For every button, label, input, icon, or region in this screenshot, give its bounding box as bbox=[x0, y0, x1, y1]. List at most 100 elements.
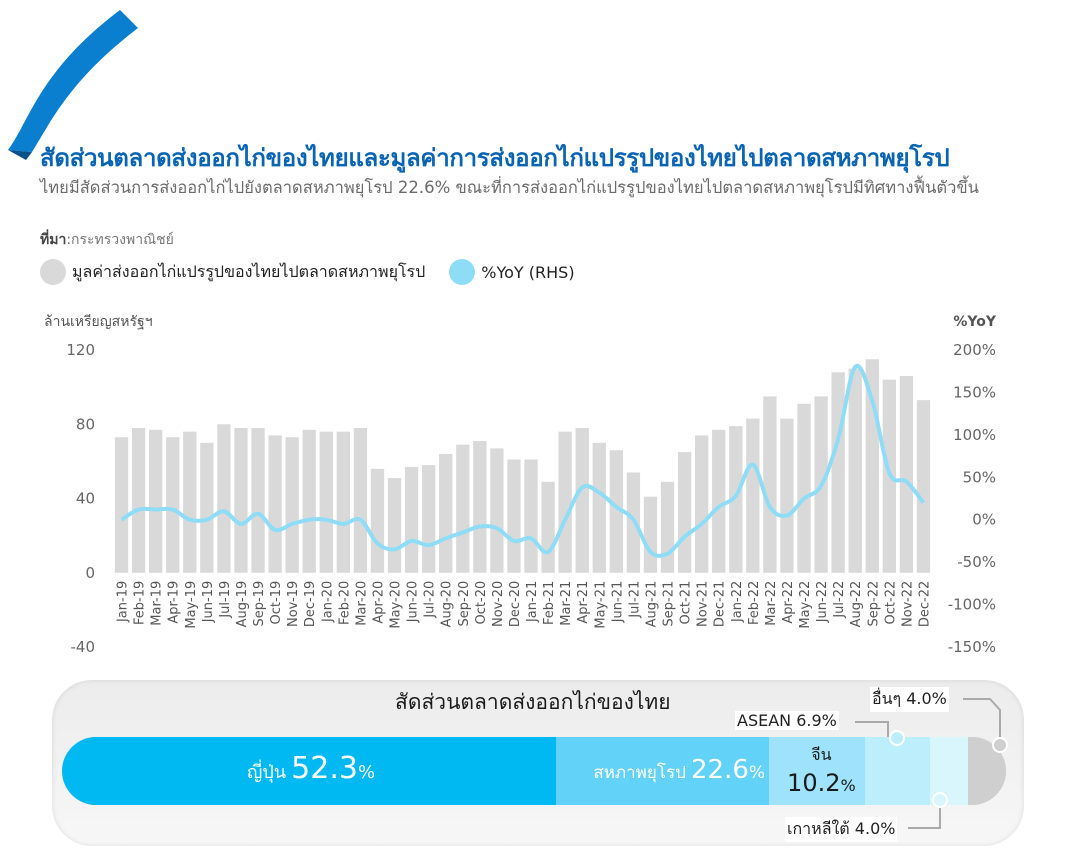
share-segment-label-0: ญี่ปุ่น 52.3% bbox=[247, 751, 375, 786]
bar-Jan-20 bbox=[319, 431, 333, 573]
callout-other-name: อื่นๆ bbox=[872, 689, 902, 708]
leader-dot-asean bbox=[889, 730, 905, 746]
bar-Aug-22 bbox=[848, 368, 862, 573]
x-tick-label: Aug-20 bbox=[440, 581, 455, 628]
share-segment-pct: % bbox=[357, 762, 376, 783]
x-tick-label: Oct-21 bbox=[679, 581, 694, 625]
figure-badge: รูปที่ 6 bbox=[8, 10, 138, 160]
callout-asean: ASEAN 6.9% bbox=[735, 711, 839, 730]
x-tick-label: Nov-22 bbox=[900, 581, 915, 627]
share-segment-value: 22.6 bbox=[691, 755, 749, 785]
x-tick-label: Jun-21 bbox=[610, 581, 625, 624]
x-tick-label: Jan-20 bbox=[320, 581, 335, 623]
source-note: ที่มา:กระทรวงพาณิชย์ bbox=[40, 229, 174, 251]
y-right-tick-label: 200% bbox=[953, 341, 996, 359]
x-tick-label: Dec-21 bbox=[713, 581, 728, 627]
callout-korea: เกาหลีใต้ 4.0% bbox=[785, 817, 898, 842]
share-segment-pct: % bbox=[840, 776, 856, 795]
bar-Oct-20 bbox=[473, 440, 487, 573]
share-segment-label-1: สหภาพยุโรป 22.6% bbox=[593, 755, 765, 786]
share-segment-value: 52.3 bbox=[291, 751, 358, 786]
x-tick-label: Jul-22 bbox=[832, 581, 847, 619]
bar-Dec-20 bbox=[507, 459, 521, 573]
bar-Jan-22 bbox=[729, 426, 743, 573]
y-axis-right-title: %YoY bbox=[953, 314, 996, 330]
bar-Mar-22 bbox=[763, 396, 777, 573]
x-tick-label: Oct-20 bbox=[474, 581, 489, 625]
legend-item-line: %YoY (RHS) bbox=[449, 259, 575, 285]
bar-Nov-19 bbox=[285, 437, 299, 573]
x-tick-label: Aug-19 bbox=[235, 581, 250, 628]
export-value-chart: ล้านเหรียญสหรัฐฯ %YoY -40 0 40 80 120 -150% -100… bbox=[44, 314, 997, 656]
bar-Apr-19 bbox=[166, 437, 180, 573]
y-right-tick-label: -100% bbox=[948, 596, 996, 614]
share-segment-name: จีน bbox=[811, 745, 832, 764]
share-segment-3 bbox=[865, 737, 931, 805]
x-tick-label: Feb-22 bbox=[747, 581, 762, 625]
callout-korea-value: 4.0% bbox=[854, 819, 896, 838]
callout-asean-value: 6.9% bbox=[796, 711, 837, 730]
x-tick-label: Aug-21 bbox=[644, 581, 659, 628]
bar-Sep-19 bbox=[251, 427, 265, 573]
share-segment-1: สหภาพยุโรป 22.6% bbox=[555, 737, 770, 805]
x-tick-label: Nov-21 bbox=[696, 581, 711, 627]
chart-legend: มูลค่าส่งออกไก่แปรรูปของไทยไปตลาดสหภาพยุ… bbox=[40, 258, 599, 286]
x-tick-label: Mar-21 bbox=[559, 581, 574, 626]
bar-Sep-20 bbox=[456, 444, 470, 573]
bar-May-22 bbox=[797, 403, 811, 573]
x-tick-label: May-21 bbox=[593, 581, 608, 629]
x-tick-label: Aug-22 bbox=[849, 581, 864, 628]
x-tick-label: Jul-19 bbox=[218, 581, 233, 619]
y-right-tick-label: 0% bbox=[972, 511, 996, 529]
legend-label-bar: มูลค่าส่งออกไก่แปรรูปของไทยไปตลาดสหภาพยุ… bbox=[72, 261, 426, 281]
x-tick-label: Apr-21 bbox=[576, 581, 591, 624]
share-segment-value: 10.2 bbox=[787, 769, 841, 797]
y-right-tick-label: 50% bbox=[963, 468, 996, 486]
callout-asean-name: ASEAN bbox=[737, 711, 792, 730]
leader-asean bbox=[855, 721, 889, 737]
y-left-tick-label: 120 bbox=[66, 341, 95, 359]
bar-Jun-19 bbox=[200, 442, 214, 573]
x-tick-label: Apr-19 bbox=[167, 581, 182, 624]
x-tick-label: Apr-22 bbox=[781, 581, 796, 624]
leader-dot-other bbox=[992, 737, 1008, 753]
legend-swatch-line bbox=[449, 259, 476, 285]
x-tick-label: Mar-20 bbox=[354, 581, 369, 626]
x-tick-label: Mar-22 bbox=[764, 581, 779, 626]
share-segment-2: จีน 10.2% bbox=[769, 737, 866, 805]
bar-Nov-20 bbox=[490, 448, 504, 573]
legend-swatch-bar bbox=[40, 259, 66, 285]
bar-Nov-21 bbox=[695, 435, 709, 573]
y-right-tick-label: -150% bbox=[948, 638, 996, 656]
x-tick-label: Feb-21 bbox=[542, 581, 557, 625]
y-left-tick-label: 40 bbox=[76, 490, 95, 508]
x-tick-label: Sep-20 bbox=[457, 581, 472, 627]
bar-Feb-20 bbox=[336, 431, 350, 573]
bar-Jan-19 bbox=[114, 437, 129, 573]
y-right-tick-label: 100% bbox=[953, 426, 996, 444]
bar-Aug-19 bbox=[234, 427, 248, 573]
bar-Jun-21 bbox=[609, 450, 623, 573]
x-tick-label: Sep-19 bbox=[252, 581, 267, 627]
x-tick-label: Feb-19 bbox=[133, 581, 148, 625]
y-right-tick-label: 150% bbox=[953, 383, 996, 401]
y-axis-left-title: ล้านเหรียญสหรัฐฯ bbox=[44, 314, 153, 330]
yoy-line bbox=[120, 363, 926, 558]
x-tick-label: Jun-19 bbox=[201, 581, 216, 624]
bar-Apr-21 bbox=[575, 427, 589, 573]
bar-Apr-22 bbox=[780, 418, 794, 573]
x-tick-label: Jun-20 bbox=[406, 581, 421, 624]
leader-dot-korea bbox=[932, 792, 948, 808]
bar-Aug-20 bbox=[439, 453, 453, 573]
x-tick-label: May-19 bbox=[184, 581, 199, 629]
x-tick-label: Jan-21 bbox=[525, 581, 540, 623]
bar-Mar-21 bbox=[558, 431, 572, 573]
source-label: ที่มา bbox=[40, 232, 67, 248]
bar-Feb-19 bbox=[131, 427, 146, 573]
page-title: สัดส่วนตลาดส่งออกไก่ของไทยและมูลค่าการส่… bbox=[40, 144, 950, 172]
x-tick-label: Dec-20 bbox=[508, 581, 523, 627]
x-tick-label: Apr-20 bbox=[371, 581, 386, 624]
bar-Oct-19 bbox=[268, 435, 282, 573]
page-subtitle: ไทยมีสัดส่วนการส่งออกไก่ไปยังตลาดสหภาพยุ… bbox=[40, 178, 979, 197]
